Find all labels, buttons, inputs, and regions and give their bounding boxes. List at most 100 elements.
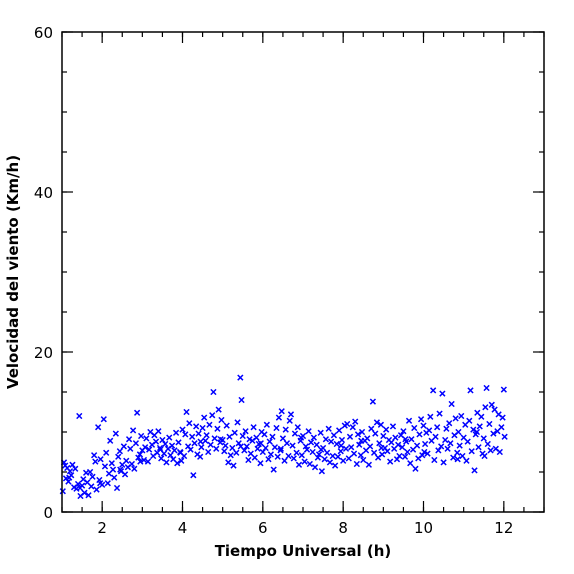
- x-tick-label: 2: [97, 519, 107, 537]
- data-point: [430, 387, 437, 394]
- data-point: [111, 474, 118, 481]
- data-point: [377, 421, 385, 428]
- x-tick-label: 8: [338, 519, 348, 537]
- data-point: [358, 437, 365, 444]
- data-point: [281, 457, 288, 464]
- data-point: [217, 436, 224, 443]
- data-point: [481, 452, 488, 460]
- data-point: [483, 384, 490, 392]
- data-point: [245, 456, 252, 464]
- data-point: [179, 426, 186, 433]
- data-point: [345, 455, 352, 462]
- data-point: [89, 473, 96, 480]
- data-point: [143, 435, 150, 442]
- data-point: [190, 472, 197, 479]
- data-point: [278, 408, 285, 415]
- data-point: [163, 459, 170, 466]
- data-point: [172, 429, 180, 436]
- data-point: [365, 461, 373, 468]
- data-point: [123, 457, 130, 464]
- data-point: [295, 461, 303, 468]
- data-point: [76, 484, 84, 492]
- data-point: [69, 461, 76, 468]
- data-point: [501, 433, 508, 440]
- y-tick-label: 20: [34, 344, 53, 362]
- data-point: [116, 448, 123, 455]
- data-point: [199, 424, 206, 432]
- data-point: [388, 439, 395, 446]
- data-point: [177, 449, 184, 456]
- data-point: [175, 439, 182, 446]
- data-point: [74, 480, 82, 488]
- data-point: [443, 425, 450, 432]
- data-point: [100, 416, 107, 423]
- data-point: [88, 483, 95, 490]
- data-point: [334, 453, 342, 460]
- data-point: [237, 374, 244, 381]
- data-point: [81, 489, 88, 496]
- data-point: [209, 412, 216, 419]
- data-point: [158, 455, 165, 462]
- data-point: [421, 440, 429, 448]
- data-point: [275, 414, 283, 421]
- data-point: [373, 419, 381, 426]
- data-point: [496, 448, 503, 456]
- data-point: [370, 449, 378, 456]
- data-point: [396, 452, 403, 460]
- data-point: [86, 468, 94, 476]
- data-point: [354, 431, 362, 438]
- data-point: [140, 456, 148, 464]
- data-point: [269, 433, 276, 440]
- data-point: [380, 432, 387, 440]
- data-point: [417, 416, 425, 423]
- data-point: [262, 444, 269, 452]
- data-point: [372, 430, 379, 437]
- data-point: [313, 441, 320, 448]
- data-point: [327, 438, 335, 445]
- data-point: [66, 468, 74, 475]
- data-point: [378, 451, 386, 458]
- x-tick-label: 4: [178, 519, 188, 537]
- data-point: [450, 454, 457, 461]
- data-point: [237, 443, 244, 450]
- data-point: [226, 433, 233, 440]
- data-point: [129, 427, 137, 434]
- data-point: [311, 464, 319, 471]
- data-point: [162, 440, 169, 448]
- data-point: [424, 450, 431, 457]
- data-point: [291, 430, 299, 437]
- data-point: [159, 436, 166, 444]
- data-point: [360, 456, 367, 464]
- data-point: [112, 430, 119, 437]
- data-point: [107, 437, 114, 444]
- y-tick-label: 60: [34, 24, 53, 42]
- data-point: [214, 425, 221, 432]
- data-point: [261, 431, 268, 438]
- data-point: [103, 449, 110, 456]
- data-point: [293, 449, 300, 456]
- data-point: [353, 460, 360, 468]
- data-point: [458, 412, 465, 420]
- data-point: [383, 426, 390, 433]
- data-point: [439, 390, 446, 397]
- data-point: [405, 417, 413, 424]
- data-point: [231, 429, 238, 436]
- data-point: [488, 401, 495, 408]
- data-point: [325, 425, 332, 432]
- data-point: [408, 436, 415, 443]
- data-point: [337, 448, 344, 455]
- data-point: [338, 436, 346, 444]
- data-point: [113, 484, 121, 492]
- data-point: [357, 452, 364, 459]
- data-point: [454, 449, 461, 456]
- data-point: [459, 452, 466, 460]
- data-point: [434, 424, 441, 431]
- data-point: [230, 462, 237, 469]
- data-point: [484, 440, 491, 448]
- data-point: [298, 452, 305, 459]
- data-point: [108, 460, 115, 467]
- data-point: [369, 398, 377, 405]
- data-point: [436, 410, 443, 417]
- data-point: [384, 448, 391, 455]
- data-point: [155, 428, 162, 435]
